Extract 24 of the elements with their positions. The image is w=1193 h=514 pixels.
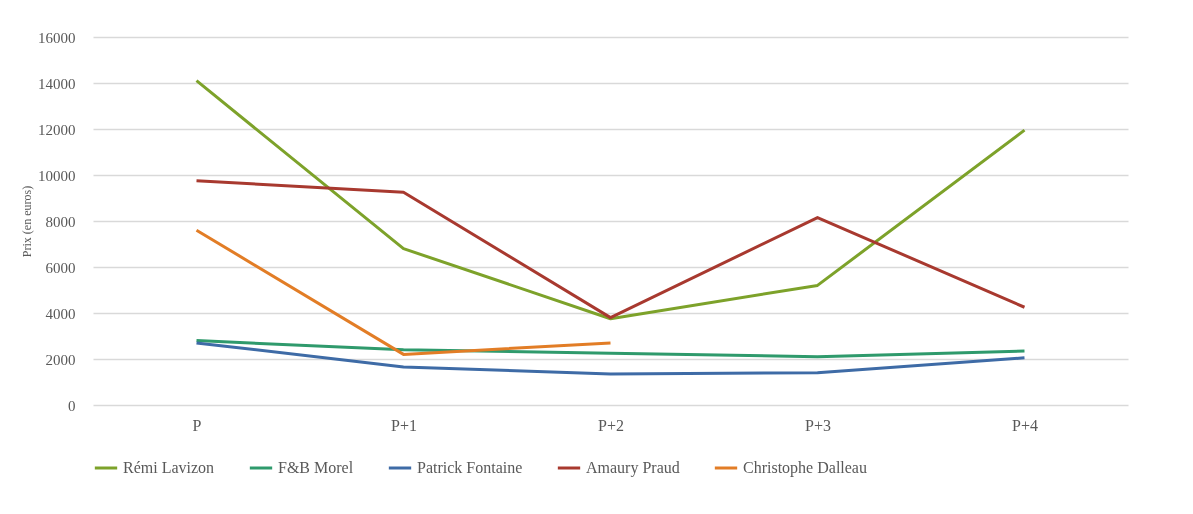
line-series	[195, 179, 1026, 320]
legend-label: Christophe Dalleau	[743, 459, 867, 477]
line-series	[195, 79, 1026, 321]
legend-label: Amaury Praud	[586, 459, 680, 477]
x-tick-label: P+1	[391, 416, 417, 434]
y-tick-label: 4000	[45, 305, 76, 322]
y-tick-label: 10000	[38, 167, 76, 184]
y-tick-label: 14000	[38, 75, 76, 92]
y-tick-label: 8000	[45, 213, 76, 230]
x-tick-label: P+2	[598, 416, 624, 434]
line-series	[195, 339, 1026, 359]
x-tick-label: P+3	[805, 416, 831, 434]
x-tick-label: P+4	[1012, 416, 1038, 434]
x-tick-label: P	[192, 416, 202, 434]
y-axis-title: Prix (en euros)	[20, 185, 34, 258]
y-tick-label: 6000	[45, 259, 76, 276]
y-tick-label: 12000	[38, 121, 76, 138]
legend-label: Patrick Fontaine	[417, 459, 523, 476]
line-series	[195, 341, 1026, 376]
legend-label: Rémi Lavizon	[123, 459, 215, 476]
y-tick-label: 2000	[45, 351, 76, 368]
y-tick-label: 0	[68, 397, 76, 414]
legend-label: F&B Morel	[278, 459, 354, 476]
y-tick-label: 16000	[38, 29, 76, 46]
